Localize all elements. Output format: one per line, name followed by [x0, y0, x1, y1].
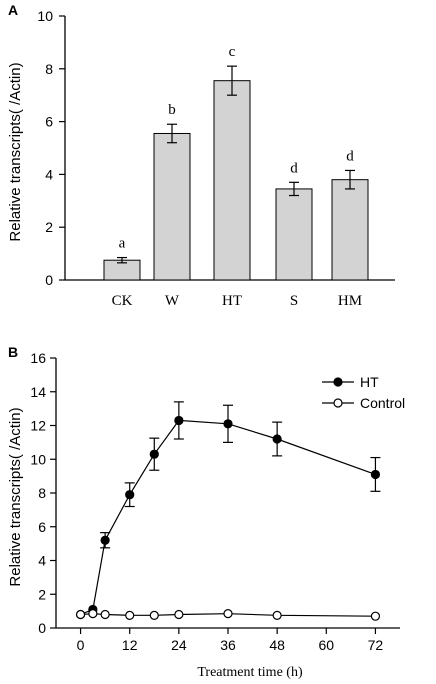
panel-a-y-tick-label: 10	[37, 8, 53, 24]
panel-a-bar-hm	[331, 179, 369, 281]
panel-a-category-label: S	[290, 293, 298, 309]
panel-a-category-label: HT	[222, 293, 242, 309]
panel-b-y-tick-label: 16	[30, 350, 46, 366]
panel-b-line-ht	[80, 419, 376, 616]
panel-b-line-chart: B Relative transcripts( /Actin) Treatmen…	[7, 344, 405, 680]
panel-b-x-tick-label: 72	[368, 637, 384, 653]
panel-a-bar-ht	[213, 80, 251, 281]
panel-b-point-ht	[174, 415, 184, 426]
panel-a-bars: a b c d d	[103, 44, 369, 281]
panel-a-axes: 0 2 4 6 8 10 CK W HT S HM	[37, 8, 395, 309]
panel-b-label: B	[8, 344, 18, 360]
panel-a-significance-label: a	[119, 236, 126, 252]
panel-a-significance-label: b	[168, 102, 176, 118]
panel-b-point-ht	[370, 469, 381, 480]
panel-b-x-tick-label: 12	[122, 637, 138, 653]
panel-a-significance-label: c	[229, 44, 236, 60]
panel-b-legend-marker-ht	[333, 377, 343, 387]
panel-b-point-ht	[223, 419, 233, 429]
panel-a-y-tick-label: 6	[45, 114, 53, 130]
panel-b-legend-label-ht: HT	[360, 374, 379, 390]
panel-b-x-tick-label: 36	[220, 637, 236, 653]
panel-b-point-ht	[100, 535, 110, 545]
panel-b-point-control	[100, 609, 110, 620]
panel-b-y-tick-label: 8	[38, 485, 46, 501]
panel-a-ylabel: Relative transcripts( /Actin)	[7, 62, 24, 241]
panel-b-point-control	[75, 609, 86, 620]
panel-b-point-control	[149, 610, 159, 620]
panel-a-y-tick-label: 0	[45, 272, 53, 288]
panel-b-point-control	[88, 609, 98, 619]
panel-b-point-ht	[149, 449, 159, 459]
panel-b-y-tick-label: 0	[38, 620, 46, 636]
panel-b-x-tick-label: 0	[77, 637, 85, 653]
panel-b-point-control	[370, 611, 381, 621]
panel-a-bar-w	[153, 132, 191, 281]
panel-b-point-control	[272, 610, 282, 620]
panel-b-point-control	[223, 609, 233, 619]
panel-b-y-tick-label: 4	[38, 553, 46, 569]
panel-a-y-tick-label: 4	[45, 166, 53, 182]
panel-a-significance-label: d	[346, 148, 354, 164]
panel-b-point-ht	[272, 434, 282, 444]
panel-a-y-tick-label: 8	[45, 61, 53, 77]
panel-b-x-tick-label: 48	[269, 637, 285, 653]
panel-b-x-tick-label: 24	[171, 637, 187, 653]
panel-a-bar-chart: A Relative transcripts( /Actin) 0 2 4 6 8 10 C…	[7, 2, 395, 309]
panel-b-legend: HT Control	[322, 374, 405, 411]
panel-a-bar-s	[275, 188, 313, 281]
panel-a-significance-label: d	[290, 160, 298, 176]
panel-b-ylabel: Relative transcripts( /Actin)	[7, 407, 24, 586]
panel-b-y-tick-label: 6	[38, 519, 46, 535]
panel-b-point-control	[174, 609, 184, 620]
panel-b-legend-label-control: Control	[360, 395, 405, 411]
panel-a-category-label: CK	[112, 293, 133, 309]
panel-b-x-tick-label: 60	[318, 637, 334, 653]
panel-b-point-ht	[125, 490, 135, 500]
panel-a-category-label: W	[165, 293, 180, 309]
panel-b-series	[75, 401, 381, 621]
panel-b-point-control	[125, 610, 135, 620]
panel-b-xlabel: Treatment time (h)	[197, 665, 303, 680]
panel-b-y-tick-label: 12	[30, 418, 46, 434]
panel-a-y-tick-label: 2	[45, 219, 53, 235]
panel-b-y-tick-label: 10	[30, 451, 46, 467]
panel-a-label: A	[8, 2, 18, 18]
panel-b-y-tick-label: 2	[38, 586, 46, 602]
panel-a-category-label: HM	[338, 293, 362, 309]
panel-b-legend-marker-control	[333, 398, 343, 408]
panel-b-y-tick-label: 14	[30, 384, 46, 400]
